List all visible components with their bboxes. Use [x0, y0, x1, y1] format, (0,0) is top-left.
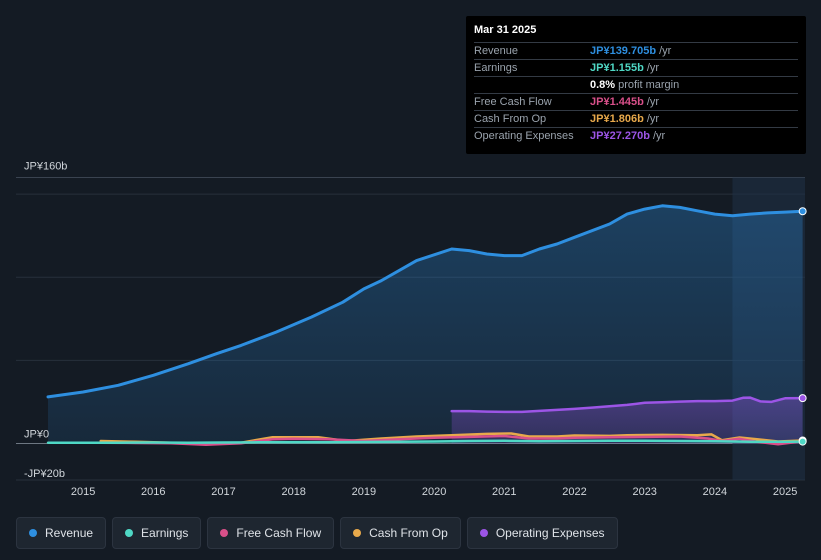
tooltip-unit: /yr: [646, 113, 660, 125]
tooltip-label: Revenue: [474, 45, 519, 57]
legend-item-revenue[interactable]: Revenue: [16, 517, 107, 549]
revenue-area: [48, 205, 803, 444]
tooltip-label: Earnings: [474, 62, 518, 74]
x-tick-label: 2019: [352, 486, 376, 498]
legend-item-cash-from-op[interactable]: Cash From Op: [340, 517, 461, 549]
tooltip-unit: profit margin: [618, 79, 680, 91]
tooltip-unit: /yr: [652, 130, 666, 142]
earnings-line: [46, 439, 804, 445]
y-tick-label: JP¥160b: [24, 161, 67, 173]
data-tooltip: Mar 31 2025 Revenue JP¥139.705b/yr Earning…: [466, 16, 806, 154]
revenue-endpoint: [798, 207, 807, 216]
x-axis: 2015 2016 2017 2018 2019 2020 2021 2022 2023 2024…: [71, 486, 797, 498]
chart-legend: Revenue Earnings Free Cash Flow Cash From O…: [16, 517, 618, 549]
legend-label: Earnings: [141, 526, 189, 540]
tooltip-row-revenue: Revenue JP¥139.705b/yr: [474, 42, 798, 59]
x-tick-label: 2021: [492, 486, 516, 498]
x-tick-label: 2025: [773, 486, 797, 498]
operating-expenses-area: [451, 397, 803, 444]
tooltip-label: Free Cash Flow: [474, 96, 552, 108]
tooltip-date: Mar 31 2025: [474, 24, 537, 36]
x-tick-label: 2024: [703, 486, 727, 498]
tooltip-row-operating-expenses: Operating Expenses JP¥27.270b/yr: [474, 127, 798, 144]
tooltip-label: Cash From Op: [474, 113, 547, 125]
y-axis: JP¥160b JP¥0 -JP¥20b: [24, 161, 67, 480]
earnings-endpoint: [798, 437, 807, 446]
legend-item-free-cash-flow[interactable]: Free Cash Flow: [207, 517, 335, 549]
x-tick-label: 2023: [632, 486, 656, 498]
x-tick-label: 2015: [71, 486, 95, 498]
legend-label: Free Cash Flow: [236, 526, 322, 540]
legend-dot-icon: [479, 529, 488, 537]
legend-item-operating-expenses[interactable]: Operating Expenses: [466, 517, 618, 549]
tooltip-row-earnings: Earnings JP¥1.155b/yr: [474, 59, 798, 76]
x-tick-label: 2017: [211, 486, 235, 498]
tooltip-value: JP¥1.806b: [590, 113, 644, 125]
legend-dot-icon: [29, 529, 37, 537]
revenue-line: [46, 204, 805, 399]
legend-dot-icon: [353, 529, 362, 537]
operating-expenses-line: [450, 396, 804, 414]
tooltip-row-profit-margin: 0.8% profit margin: [474, 76, 798, 93]
tooltip-unit: /yr: [646, 96, 660, 108]
tooltip-label: [474, 77, 590, 93]
x-tick-label: 2018: [281, 486, 305, 498]
tooltip-value: 0.8%: [590, 79, 616, 91]
tooltip-row-free-cash-flow: Free Cash Flow JP¥1.445b/yr: [474, 93, 798, 110]
legend-dot-icon: [220, 529, 229, 537]
tooltip-value: JP¥1.155b: [590, 62, 644, 74]
tooltip-label: Operating Expenses: [474, 130, 574, 142]
tooltip-value: JP¥1.445b: [590, 96, 644, 108]
x-tick-label: 2016: [141, 486, 165, 498]
tooltip-unit: /yr: [659, 45, 672, 57]
tooltip-value: JP¥27.270b: [590, 130, 650, 142]
tooltip-value: JP¥139.705b: [590, 45, 657, 57]
operating-expenses-endpoint: [798, 394, 807, 403]
y-tick-label: -JP¥20b: [24, 468, 65, 480]
legend-dot-icon: [125, 529, 134, 537]
x-tick-label: 2022: [562, 486, 586, 498]
series-layer: [46, 204, 807, 447]
tooltip-unit: /yr: [646, 62, 660, 74]
y-tick-label: JP¥0: [24, 429, 49, 441]
legend-label: Operating Expenses: [495, 526, 605, 540]
legend-item-earnings[interactable]: Earnings: [112, 517, 202, 549]
legend-label: Revenue: [45, 526, 94, 540]
tooltip-row-cash-from-op: Cash From Op JP¥1.806b/yr: [474, 110, 798, 127]
legend-label: Cash From Op: [369, 526, 448, 540]
x-tick-label: 2020: [422, 486, 446, 498]
